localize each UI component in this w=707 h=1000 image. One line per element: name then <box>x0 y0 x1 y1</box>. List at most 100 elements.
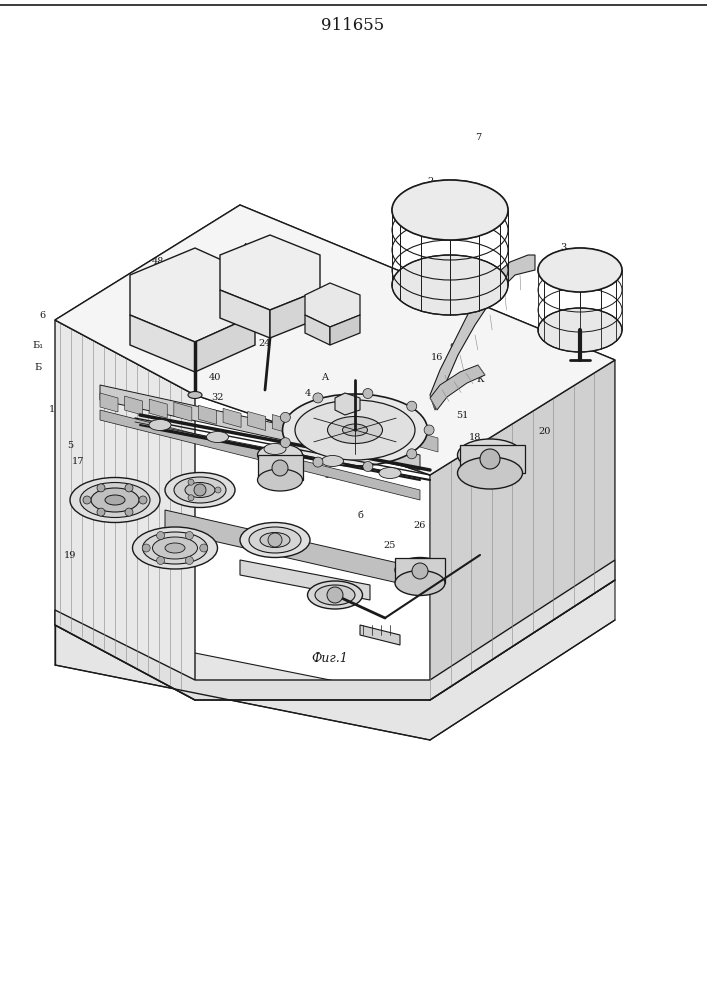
Text: 17: 17 <box>71 458 84 466</box>
Ellipse shape <box>257 469 303 491</box>
Polygon shape <box>174 402 192 421</box>
Ellipse shape <box>392 255 508 315</box>
Text: 6: 6 <box>289 279 295 288</box>
Polygon shape <box>220 235 320 310</box>
Circle shape <box>272 460 288 476</box>
Polygon shape <box>430 255 535 410</box>
Ellipse shape <box>188 391 202 398</box>
Circle shape <box>281 412 291 422</box>
Bar <box>395 558 445 583</box>
Text: 7: 7 <box>475 133 481 142</box>
Bar <box>460 445 525 473</box>
Text: 32: 32 <box>211 393 223 402</box>
Ellipse shape <box>457 439 522 471</box>
Ellipse shape <box>322 456 344 466</box>
Text: 24: 24 <box>259 338 271 348</box>
Ellipse shape <box>174 477 226 503</box>
Polygon shape <box>395 430 414 449</box>
Bar <box>258 455 303 480</box>
Ellipse shape <box>283 394 428 466</box>
Polygon shape <box>272 415 291 434</box>
Circle shape <box>313 457 323 467</box>
Text: 48: 48 <box>152 257 164 266</box>
Polygon shape <box>240 560 370 600</box>
Polygon shape <box>165 510 420 588</box>
Ellipse shape <box>143 532 207 564</box>
Circle shape <box>97 508 105 516</box>
Text: 50: 50 <box>492 446 504 454</box>
Polygon shape <box>420 433 438 452</box>
Polygon shape <box>370 427 389 446</box>
Circle shape <box>185 556 194 564</box>
Text: Фиг.1: Фиг.1 <box>312 652 349 664</box>
Text: 1: 1 <box>49 406 55 414</box>
Text: 20: 20 <box>539 428 551 436</box>
Polygon shape <box>297 418 315 437</box>
Ellipse shape <box>80 483 150 518</box>
Circle shape <box>215 487 221 493</box>
Text: б: б <box>357 512 363 520</box>
Polygon shape <box>195 315 255 372</box>
Circle shape <box>200 544 208 552</box>
Polygon shape <box>130 315 195 372</box>
Text: 26: 26 <box>414 520 426 530</box>
Ellipse shape <box>308 581 363 609</box>
Circle shape <box>424 425 434 435</box>
Text: 19: 19 <box>64 550 76 560</box>
Text: б: б <box>302 273 308 282</box>
Circle shape <box>139 496 147 504</box>
Polygon shape <box>305 283 360 327</box>
Text: 48: 48 <box>242 243 255 252</box>
Text: Б: Б <box>35 363 42 372</box>
Ellipse shape <box>260 532 290 548</box>
Circle shape <box>281 438 291 448</box>
Circle shape <box>412 563 428 579</box>
Ellipse shape <box>91 488 139 512</box>
Circle shape <box>363 461 373 471</box>
Text: 9: 9 <box>449 344 455 353</box>
Circle shape <box>156 556 165 564</box>
Ellipse shape <box>379 468 401 479</box>
Ellipse shape <box>257 444 303 466</box>
Polygon shape <box>270 290 320 338</box>
Circle shape <box>480 449 500 469</box>
Text: 3: 3 <box>560 243 566 252</box>
Polygon shape <box>220 290 270 338</box>
Text: К: К <box>477 375 484 384</box>
Circle shape <box>83 496 91 504</box>
Circle shape <box>156 532 165 540</box>
Polygon shape <box>100 385 420 470</box>
Ellipse shape <box>105 495 125 505</box>
Text: 18: 18 <box>469 434 481 442</box>
Circle shape <box>407 449 416 459</box>
Circle shape <box>363 389 373 399</box>
Text: 5: 5 <box>67 440 73 450</box>
Circle shape <box>97 484 105 492</box>
Polygon shape <box>124 396 143 415</box>
Text: 911655: 911655 <box>322 16 385 33</box>
Polygon shape <box>322 421 339 440</box>
Polygon shape <box>55 205 615 475</box>
Text: 2: 2 <box>427 178 433 186</box>
Polygon shape <box>100 410 420 500</box>
Polygon shape <box>100 393 118 412</box>
Text: 38: 38 <box>402 576 414 584</box>
Ellipse shape <box>132 527 218 569</box>
Circle shape <box>407 401 416 411</box>
Circle shape <box>194 484 206 496</box>
Ellipse shape <box>185 483 215 497</box>
Circle shape <box>125 484 133 492</box>
Text: 15: 15 <box>324 471 337 480</box>
Polygon shape <box>55 580 615 740</box>
Circle shape <box>313 393 323 403</box>
Text: 6: 6 <box>39 310 45 320</box>
Text: A: A <box>322 373 329 382</box>
Circle shape <box>327 587 343 603</box>
Ellipse shape <box>342 424 368 436</box>
Ellipse shape <box>392 180 508 240</box>
Text: 25: 25 <box>384 542 396 550</box>
Text: 40: 40 <box>209 373 221 382</box>
Ellipse shape <box>457 457 522 489</box>
Text: 51: 51 <box>456 410 468 420</box>
Polygon shape <box>55 205 615 475</box>
